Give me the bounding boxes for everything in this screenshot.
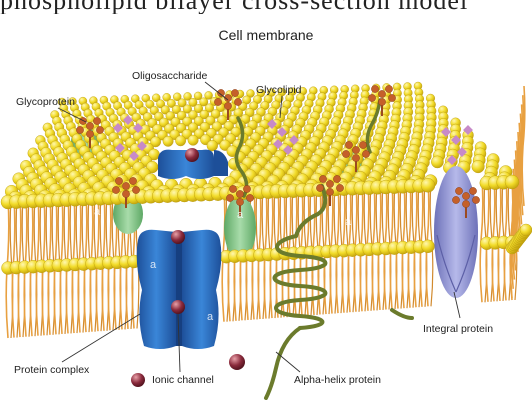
- label-glycoprotein: Glycoprotein: [16, 96, 75, 108]
- svg-text:a: a: [94, 206, 101, 218]
- back-ion-channel: [158, 149, 228, 179]
- label-integral-protein: Integral protein: [423, 323, 494, 335]
- label-glycolipid: Glycolipid: [256, 84, 302, 96]
- label-alpha-helix-protein: Alpha-helix protein: [294, 374, 381, 386]
- front-edge-heads: [0, 174, 532, 275]
- integral-protein-shape: [434, 166, 478, 298]
- oligosaccharide-clusters: [76, 85, 480, 218]
- diagram-title: Cell membrane: [218, 27, 314, 43]
- label-oligosaccharide: Oligosaccharide: [132, 70, 208, 82]
- label-protein-complex: Protein complex: [14, 364, 90, 376]
- alpha-helix-protein-shape: [264, 184, 414, 400]
- svg-text:a: a: [207, 311, 214, 323]
- protein-complex-shape: [136, 229, 222, 349]
- svg-text:a: a: [345, 216, 352, 228]
- label-ionic-channel: Ionic channel: [152, 374, 214, 386]
- label-leader-lines: [57, 81, 461, 373]
- surface-strands: [234, 98, 382, 198]
- watermark-marks: a a a a a: [94, 206, 352, 323]
- svg-text:a: a: [237, 209, 244, 221]
- cropped-header-text: phospholipid bilayer cross-section model: [0, 0, 532, 14]
- glycolipid-sugars: [113, 115, 473, 165]
- ions: [131, 148, 245, 387]
- svg-text:a: a: [150, 259, 157, 271]
